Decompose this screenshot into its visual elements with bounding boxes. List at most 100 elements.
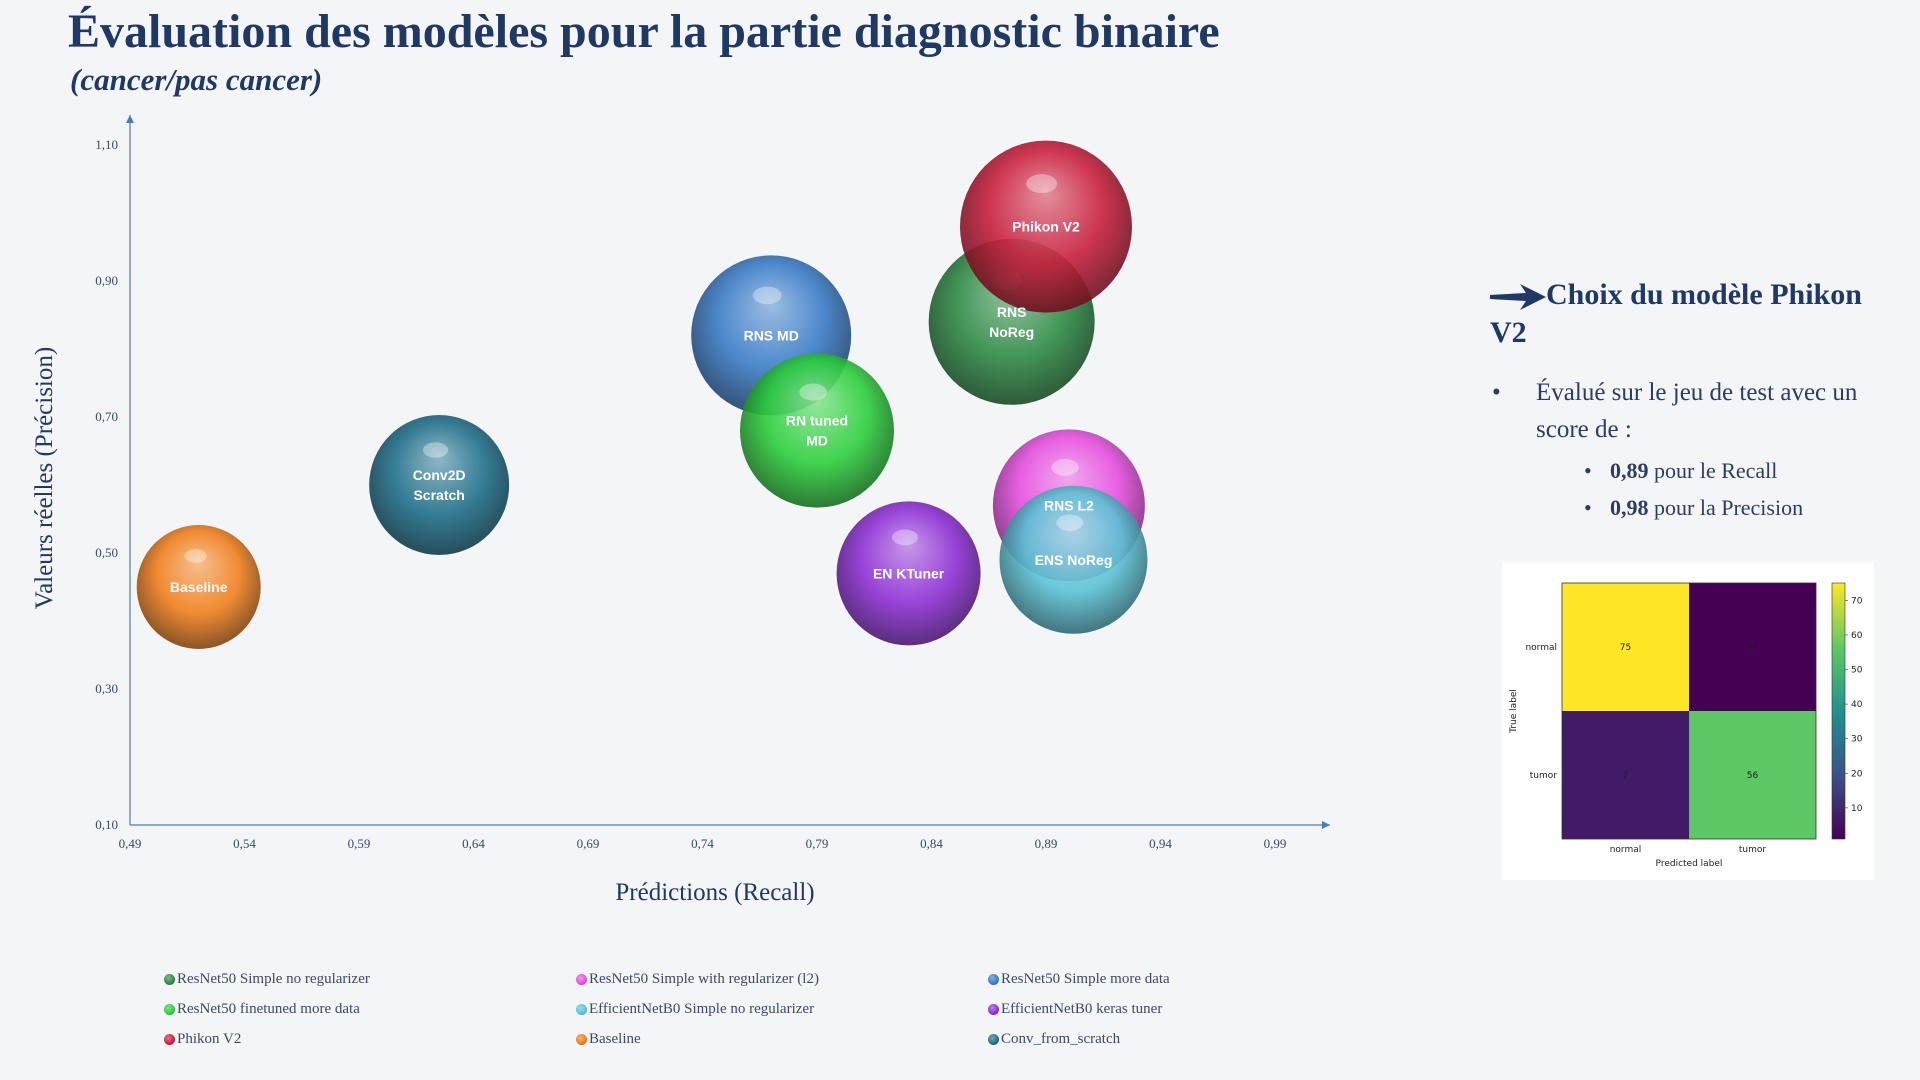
legend-marker (988, 973, 999, 985)
bubble-highlight (752, 286, 782, 305)
page-title: Évaluation des modèles pour la partie di… (68, 5, 1220, 58)
legend-label: Phikon V2 (177, 1030, 242, 1047)
chart-bubble-labels: RNS NoReg RNS L2 RNS MD RN tuned MD ENS NoReg E… (170, 219, 1112, 595)
bubble-highlight (1056, 514, 1084, 531)
legend-marker (164, 973, 175, 985)
evaluation-text: Évalué sur le jeu de test avec un score … (1536, 379, 1858, 443)
legend-label: Conv_from_scratch (1001, 1030, 1121, 1047)
legend-label: ResNet50 Simple no regularizer (177, 970, 370, 987)
matrix-col-label: tumor (1739, 845, 1767, 855)
legend-label: EfficientNetB0 keras tuner (1001, 1000, 1163, 1017)
colorbar-tick-label: 40 (1851, 700, 1863, 710)
colorbar-tick-label: 60 (1851, 631, 1863, 641)
legend-item: EfficientNetB0 Simple no regularizer (576, 1000, 988, 1018)
y-axis-title: Valeurs réelles (Précision) (31, 347, 58, 609)
matrix-value: 56 (1747, 771, 1759, 781)
bubble-highlight (1026, 174, 1058, 194)
matrix-x-label: Predicted label (1656, 859, 1723, 869)
recall-label: pour le Recall (1648, 458, 1778, 483)
arrow-right-icon (1490, 284, 1546, 311)
colorbar-tick-label: 30 (1851, 735, 1863, 745)
conclusion-bullets: Évalué sur le jeu de test avec un score … (1490, 374, 1900, 526)
matrix-y-label: True label (1509, 689, 1519, 734)
x-tick-label: 0,74 (691, 836, 714, 851)
bubble-highlight (423, 442, 449, 458)
bubble-label: Baseline (170, 579, 228, 595)
bubble-label: RNS NoReg (989, 304, 1034, 340)
bubble-highlight (184, 549, 207, 563)
colorbar (1831, 582, 1846, 840)
x-tick-label: 0,59 (348, 836, 371, 851)
matrix-cell (1562, 711, 1689, 839)
x-tick-label: 0,89 (1035, 836, 1058, 851)
precision-score: 0,98 pour la Precision (1536, 489, 1900, 526)
colorbar-tick-label: 10 (1851, 804, 1863, 814)
y-tick-label: 0,10 (95, 817, 118, 832)
legend-marker (576, 1003, 587, 1015)
legend-item: Conv_from_scratch (988, 1030, 1400, 1048)
bubble-label: RNS MD (744, 327, 799, 343)
bubble-label: Conv2D Scratch (413, 467, 466, 503)
bubble-label: RNS L2 (1044, 497, 1094, 513)
legend-marker (576, 973, 587, 985)
y-tick-label: 0,70 (95, 409, 118, 424)
x-tick-label: 0,64 (462, 836, 485, 851)
matrix-frame (1561, 582, 1817, 840)
matrix-cell (1689, 711, 1816, 839)
x-tick-label: 0,49 (119, 836, 142, 851)
bubble-label: RN tuned MD (786, 413, 848, 449)
bubble-highlight (892, 529, 918, 546)
legend-label: ResNet50 finetuned more data (177, 1000, 360, 1017)
y-tick-label: 0,50 (95, 545, 118, 560)
legend-marker (988, 1033, 999, 1045)
matrix-cell (1562, 583, 1689, 711)
legend-marker (164, 1033, 175, 1045)
chart-bubbles (136, 140, 1148, 649)
model-choice-text: Choix du modèle Phikon V2 (1490, 278, 1862, 349)
conclusion-panel: Choix du modèle Phikon V2 Évalué sur le … (1490, 276, 1900, 526)
legend-marker (164, 1003, 175, 1015)
matrix-value: 7 (1623, 771, 1629, 781)
bubble-mark (740, 353, 894, 508)
bubble-mark (136, 525, 261, 649)
bubble-mark (369, 415, 510, 555)
x-axis-arrow-icon (1322, 821, 1330, 829)
bubble-highlight (799, 383, 828, 401)
legend-item: Phikon V2 (164, 1030, 576, 1048)
bubble-label: EN KTuner (873, 565, 945, 581)
bubble-mark (960, 140, 1132, 313)
chart-legend: ResNet50 Simple no regularizer ResNet50 S… (164, 970, 1414, 1048)
x-tick-label: 0,79 (806, 836, 829, 851)
score-list: 0,89 pour le Recall 0,98 pour la Precisi… (1536, 452, 1900, 526)
bubble-label: ENS NoReg (1035, 552, 1113, 568)
legend-item: EfficientNetB0 keras tuner (988, 1000, 1400, 1018)
precision-value: 0,98 (1610, 495, 1649, 520)
model-choice-heading: Choix du modèle Phikon V2 (1490, 276, 1900, 352)
x-tick-label: 0,54 (233, 836, 256, 851)
y-tick-label: 0,30 (95, 681, 118, 696)
legend-item: ResNet50 Simple more data (988, 970, 1400, 988)
matrix-value: 75 (1620, 643, 1631, 653)
chart-axes: 0,49 0,54 0,59 0,64 0,69 0,74 0,79 0,84 0,89 0,94… (31, 115, 1330, 906)
legend-item: ResNet50 Simple no regularizer (164, 970, 576, 988)
matrix-cell (1689, 583, 1816, 711)
y-tick-label: 1,10 (95, 137, 118, 152)
legend-marker (988, 1003, 999, 1015)
legend-item: ResNet50 Simple with regularizer (l2) (576, 970, 988, 988)
legend-item: Baseline (576, 1030, 988, 1048)
legend-label: ResNet50 Simple more data (1001, 970, 1170, 987)
bubble-mark (836, 501, 981, 646)
x-tick-label: 0,99 (1264, 836, 1287, 851)
recall-value: 0,89 (1610, 458, 1649, 483)
bubble-highlight (1051, 459, 1079, 476)
colorbar-tick-label: 50 (1851, 665, 1863, 675)
matrix-row-label: tumor (1530, 771, 1558, 781)
matrix-row-label: normal (1525, 643, 1557, 653)
confusion-matrix-figure: 75 1 7 56 normal tumor normal tumor Predicted la… (1502, 562, 1874, 880)
legend-item: ResNet50 finetuned more data (164, 1000, 576, 1018)
bubble-mark (999, 485, 1148, 634)
evaluation-bullet: Évalué sur le jeu de test avec un score … (1490, 374, 1900, 526)
precision-label: pour la Precision (1648, 495, 1804, 520)
recall-score: 0,89 pour le Recall (1536, 452, 1900, 489)
colorbar-tick-label: 20 (1851, 769, 1863, 779)
